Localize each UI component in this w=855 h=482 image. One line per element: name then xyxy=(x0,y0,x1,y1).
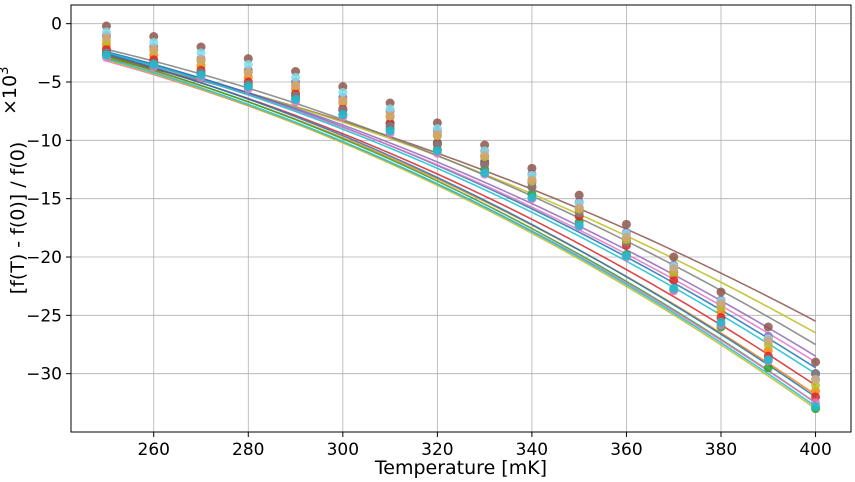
data-point xyxy=(480,151,490,160)
fit-curve xyxy=(106,52,816,375)
x-axis-ticks: 260 280 300 320 340 360 380 400 xyxy=(138,432,832,460)
x-tick-label: 360 xyxy=(610,440,642,460)
multiplier-exponent: 3 xyxy=(0,67,12,75)
data-point xyxy=(527,193,537,202)
grid xyxy=(71,5,851,432)
data-point xyxy=(621,232,631,242)
fit-curve xyxy=(106,55,817,404)
data-point xyxy=(669,284,679,293)
data-point xyxy=(385,126,395,136)
data-point xyxy=(149,37,159,47)
data-point xyxy=(196,55,206,65)
data-point xyxy=(527,175,537,185)
data-point xyxy=(574,203,584,213)
data-point xyxy=(338,96,348,106)
fit-curve xyxy=(106,48,816,346)
data-point xyxy=(763,355,773,365)
fit-curve xyxy=(106,60,817,404)
data-point xyxy=(621,219,631,229)
data-point xyxy=(291,81,301,90)
fit-curve xyxy=(106,56,816,396)
data-point xyxy=(716,287,726,297)
data-point xyxy=(716,317,726,327)
multiplier-base: ×10 xyxy=(0,75,21,115)
data-point xyxy=(811,375,821,384)
fit-curve xyxy=(106,59,817,410)
data-points xyxy=(101,21,821,414)
fit-curves xyxy=(106,48,817,410)
data-point xyxy=(621,251,631,261)
data-point xyxy=(480,168,490,178)
x-tick-label: 400 xyxy=(799,440,831,460)
data-point xyxy=(291,72,301,82)
data-point xyxy=(432,146,442,156)
data-point xyxy=(432,130,442,139)
data-point xyxy=(101,33,111,43)
data-point xyxy=(763,322,773,332)
data-point xyxy=(385,111,395,121)
fit-curve xyxy=(106,52,816,357)
y-tick-label: −25 xyxy=(26,306,62,326)
x-tick-label: 380 xyxy=(705,440,737,460)
y-tick-label: −10 xyxy=(26,131,62,151)
data-point xyxy=(669,264,679,274)
data-point xyxy=(669,275,679,285)
y-axis-label: [f(T) - f(0)] / f(0) xyxy=(7,142,29,295)
x-axis-label: Temperature [mK] xyxy=(374,457,547,479)
x-tick-label: 260 xyxy=(138,440,170,460)
data-point xyxy=(196,70,206,80)
data-point xyxy=(243,60,253,69)
fit-curve xyxy=(106,50,816,369)
y-axis-ticks: 0 −5 −10 −15 −20 −25 −30 xyxy=(26,15,71,385)
data-point xyxy=(338,110,348,120)
data-point xyxy=(196,48,206,58)
x-tick-label: 300 xyxy=(327,440,359,460)
data-point xyxy=(149,44,159,54)
data-point xyxy=(480,160,490,170)
data-point xyxy=(527,163,537,173)
y-tick-label: −5 xyxy=(37,73,62,93)
data-point xyxy=(763,363,773,373)
data-point xyxy=(149,60,159,69)
svg-text:×103: ×103 xyxy=(0,67,21,115)
y-tick-label: −15 xyxy=(26,190,62,210)
data-point xyxy=(101,50,111,60)
data-point xyxy=(338,88,348,97)
x-tick-label: 340 xyxy=(516,440,548,460)
data-point xyxy=(574,221,584,230)
data-point xyxy=(811,401,821,411)
data-point xyxy=(763,336,773,346)
y-tick-label: −20 xyxy=(26,248,62,268)
y-tick-label: −30 xyxy=(26,365,62,385)
y-tick-label: 0 xyxy=(51,15,62,35)
data-point xyxy=(669,252,679,262)
data-point xyxy=(574,190,584,200)
x-tick-label: 280 xyxy=(232,440,264,460)
data-point xyxy=(385,104,395,114)
data-point xyxy=(716,299,726,309)
data-point xyxy=(291,95,301,104)
data-point xyxy=(243,82,253,92)
fit-curve xyxy=(106,57,817,407)
fit-curve xyxy=(106,53,816,363)
data-point xyxy=(243,68,253,78)
data-point xyxy=(811,357,821,367)
plot-frame xyxy=(70,4,852,433)
y-axis-multiplier: ×103 xyxy=(0,67,21,115)
fit-curve xyxy=(106,53,817,398)
x-tick-label: 320 xyxy=(421,440,453,460)
